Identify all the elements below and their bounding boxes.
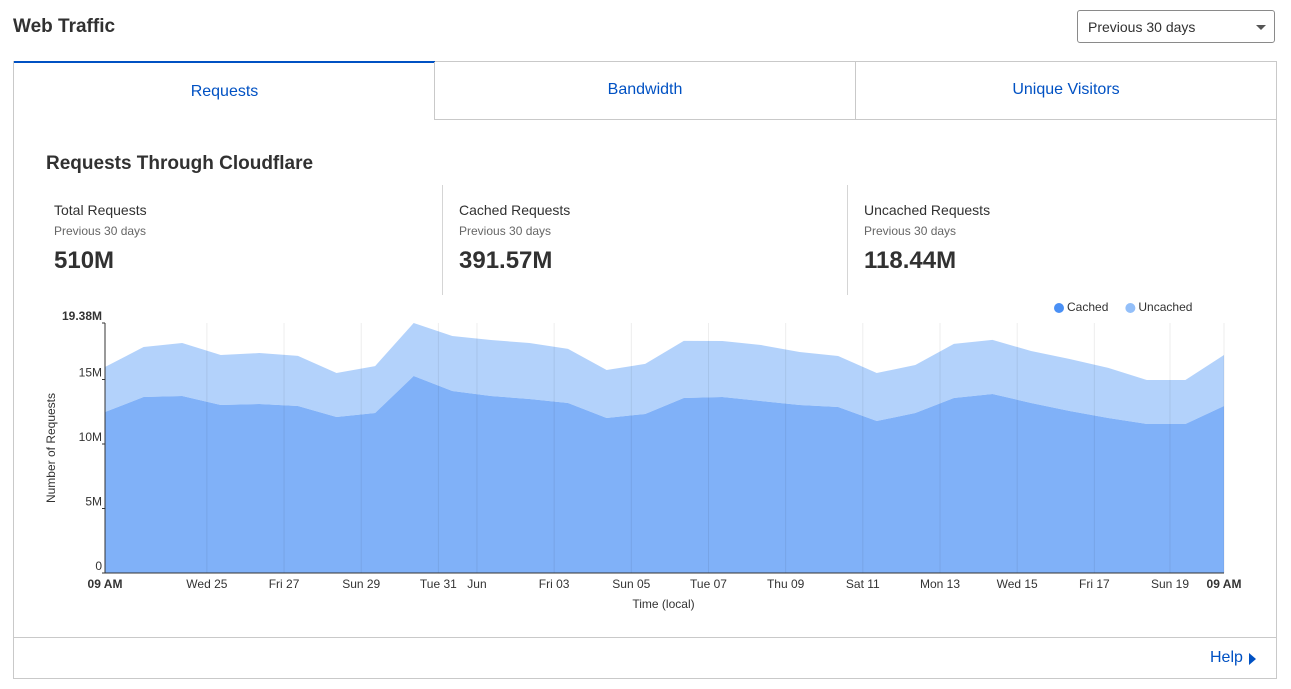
- stat-label: Cached Requests: [459, 202, 571, 218]
- legend-marker: [1054, 303, 1064, 313]
- x-tick-label: Sat 11: [846, 577, 880, 591]
- legend-label: Cached: [1067, 300, 1108, 314]
- x-tick-label: Tue 07: [690, 577, 727, 591]
- x-tick-label: Fri 03: [539, 577, 570, 591]
- panel: [13, 61, 1277, 679]
- area: [105, 376, 1224, 573]
- tab[interactable]: Requests: [14, 61, 435, 120]
- y-tick-label: 15M: [79, 366, 102, 380]
- y-tick-label: 5M: [85, 495, 102, 509]
- stat: Uncached Requests Previous 30 days 118.4…: [847, 185, 1252, 295]
- page-title: Web Traffic: [13, 16, 116, 37]
- x-tick-label: Sun 29: [342, 577, 380, 591]
- x-axis-label: Time (local): [632, 597, 694, 611]
- x-tick-label: Thu 09: [767, 577, 805, 591]
- x-tick-label: Wed 15: [997, 577, 1038, 591]
- help-link[interactable]: Help: [1210, 649, 1243, 666]
- x-tick-label: Wed 25: [186, 577, 227, 591]
- x-tick-label: Sun 05: [612, 577, 650, 591]
- x-tick-label: Jun: [467, 577, 486, 591]
- stat: Total Requests Previous 30 days 510M: [46, 185, 451, 295]
- legend-marker: [1125, 303, 1136, 313]
- x-tick-label: 09 AM: [1207, 577, 1242, 591]
- help-arrow: [1249, 653, 1256, 665]
- y-tick-label: 10M: [79, 430, 102, 444]
- y-tick-label: 0: [95, 559, 102, 573]
- x-tick-label: Mon 13: [920, 577, 960, 591]
- stat-period: Previous 30 days: [864, 224, 957, 238]
- stat-label: Total Requests: [54, 202, 147, 218]
- stat-period: Previous 30 days: [54, 224, 147, 238]
- section-title: Requests Through Cloudflare: [46, 153, 314, 174]
- tab[interactable]: Bandwidth: [434, 62, 855, 120]
- x-tick-label: 09 AM: [88, 577, 123, 591]
- legend-label: Uncached: [1138, 300, 1192, 314]
- stat-period: Previous 30 days: [459, 224, 552, 238]
- x-tick-label: Sun 19: [1151, 577, 1189, 591]
- period-dropdown[interactable]: Previous 30 days: [1077, 10, 1275, 43]
- x-tick-label: Fri 17: [1079, 577, 1110, 591]
- y-axis-label: Number of Requests: [44, 393, 58, 503]
- tab[interactable]: Unique Visitors: [855, 62, 1276, 120]
- y-tick-label: 19.38M: [62, 309, 102, 323]
- stat: Cached Requests Previous 30 days 391.57M: [442, 185, 847, 295]
- divider: [14, 637, 1276, 638]
- stat-value: 118.44M: [864, 247, 957, 274]
- x-tick-label: Fri 27: [269, 577, 300, 591]
- x-tick-label: Tue 31: [420, 577, 457, 591]
- stat-label: Uncached Requests: [864, 202, 991, 218]
- area: [105, 323, 1224, 425]
- stat-value: 391.57M: [459, 247, 553, 274]
- chart: 09 AM Wed 25 Fri 27 Sun 29 Tue 31 Jun Fri 03 Su…: [44, 300, 1242, 611]
- stat-value: 510M: [54, 247, 115, 274]
